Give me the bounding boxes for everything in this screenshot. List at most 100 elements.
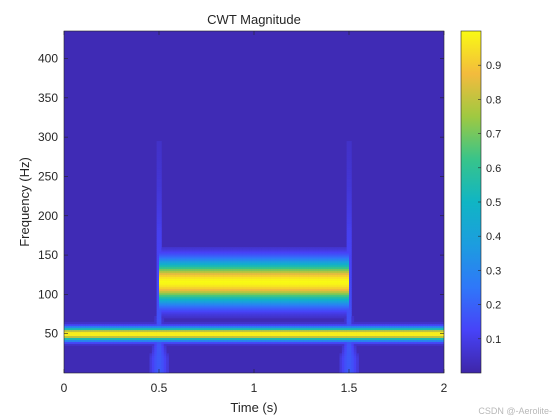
heatmap-cell [159,284,162,287]
heatmap-cell [192,286,195,289]
heatmap-cell [403,325,407,329]
heatmap-cell [394,323,397,327]
heatmap-cell [311,251,314,254]
heatmap-cell [246,249,250,252]
heatmap-cell [239,323,243,327]
heatmap-cell [125,325,129,329]
heatmap-cell [244,280,248,283]
heatmap-cell [170,272,174,276]
heatmap-cell [232,270,236,274]
heatmap-cell [154,325,157,329]
heatmap-cell [163,351,167,354]
heatmap-cell [218,343,222,346]
heatmap-cell [322,343,326,346]
heatmap-cell [244,251,248,254]
heatmap-cell [387,339,390,342]
heatmap-cell [206,294,210,297]
heatmap-cell [422,339,426,342]
heatmap-cell [180,286,184,289]
heatmap-cell [206,278,210,281]
heatmap-cell [161,266,165,270]
heatmap-cell [166,294,169,297]
heatmap-cell [429,325,433,329]
heatmap-cell [178,280,181,283]
heatmap-cell [189,308,193,311]
heatmap-cell [118,333,122,337]
heatmap-cell [277,321,281,325]
heatmap-cell [299,251,302,254]
heatmap-cell [173,259,176,262]
heatmap-cell [163,357,167,360]
heatmap-cell [178,270,181,274]
heatmap-cell [277,274,281,278]
heatmap-cell [330,280,333,283]
heatmap-cell [270,296,274,299]
heatmap-cell [287,339,290,342]
heatmap-cell [199,292,203,295]
heatmap-cell [327,341,331,344]
heatmap-cell [339,343,343,346]
heatmap-cell [270,270,274,274]
heatmap-cell [246,257,250,260]
heatmap-cell [270,302,274,305]
heatmap-cell [189,270,193,274]
heatmap-cell [258,268,262,272]
heatmap-cell [92,333,96,337]
heatmap-cell [258,327,262,331]
heatmap-cell [170,304,174,307]
heatmap-cell [223,260,226,264]
heatmap-cell [299,339,302,342]
heatmap-cell [379,323,383,327]
heatmap-cell [140,325,143,329]
heatmap-cell [311,331,314,335]
heatmap-cell [344,259,347,262]
heatmap-cell [289,253,293,256]
heatmap-cell [282,298,286,301]
heatmap-cell [379,341,383,344]
heatmap-cell [346,306,350,309]
heatmap-cell [322,341,326,344]
heatmap-cell [282,339,286,342]
heatmap-cell [161,264,165,268]
heatmap-cell [170,260,174,264]
heatmap-cell [287,268,290,272]
heatmap-cell [175,282,179,285]
heatmap-cell [192,249,195,252]
heatmap-cell [263,270,267,274]
heatmap-cell [128,325,131,329]
heatmap-cell [163,329,167,333]
heatmap-cell [289,325,293,329]
heatmap-cell [237,249,241,252]
heatmap-cell [204,278,207,281]
heatmap-cell [92,321,96,325]
heatmap-cell [303,343,307,346]
heatmap-cell [360,325,364,329]
heatmap-cell [147,343,150,346]
heatmap-cell [322,323,326,327]
heatmap-cell [270,266,274,270]
heatmap-cell [375,331,378,335]
heatmap-cell [218,296,222,299]
heatmap-cell [216,264,219,268]
heatmap-cell [211,280,214,283]
heatmap-cell [334,329,338,333]
heatmap-cell [254,343,257,346]
heatmap-cell [208,288,212,291]
heatmap-cell [223,284,226,287]
heatmap-cell [211,341,214,344]
heatmap-cell [334,335,338,338]
heatmap-cell [244,260,248,264]
heatmap-cell [330,268,333,272]
heatmap-cell [230,286,233,289]
heatmap-cell [201,337,205,340]
heatmap-cell [306,331,309,335]
heatmap-cell [185,268,188,272]
heatmap-cell [287,329,290,333]
heatmap-cell [154,333,157,337]
heatmap-cell [175,337,179,340]
heatmap-cell [320,255,324,258]
heatmap-cell [327,270,331,274]
heatmap-cell [201,286,205,289]
heatmap-cell [434,333,438,337]
heatmap-cell [263,343,267,346]
